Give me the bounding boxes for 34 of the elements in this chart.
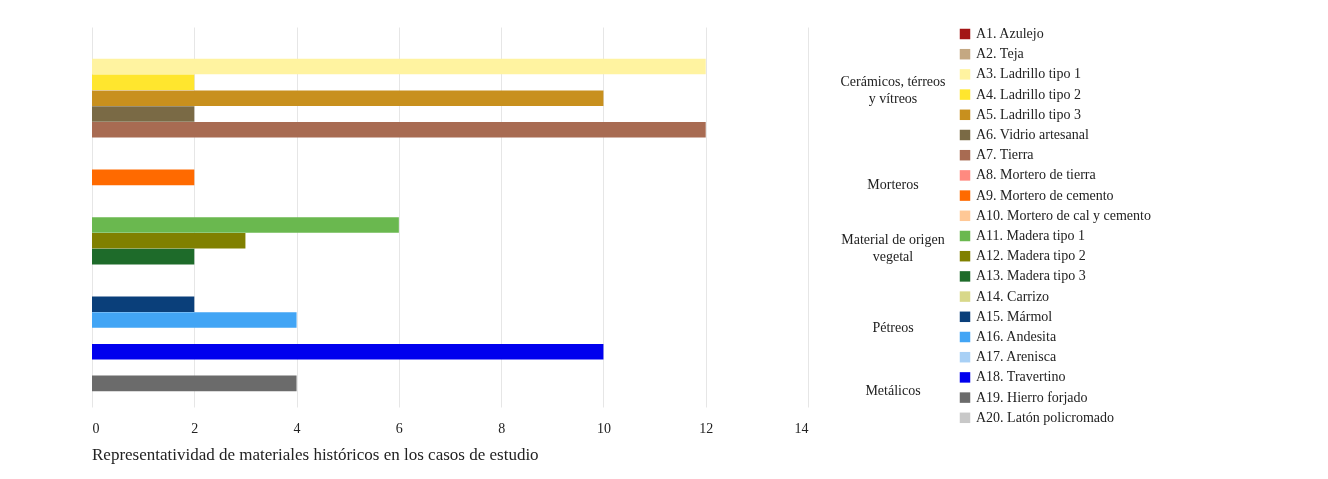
x-tick-label: 8	[498, 420, 506, 436]
legend-label: A2. Teja	[976, 46, 1025, 62]
x-tick-label: 4	[293, 420, 301, 436]
text: Representatividad de materiales históricos en los casos de estudio	[92, 445, 539, 464]
y-tick-label: Morteros	[867, 177, 919, 193]
y-tick-label: Metálicos	[865, 383, 921, 399]
legend-label: A16. Andesita	[976, 329, 1057, 344]
x-tick-label: 0	[92, 420, 100, 436]
legend-label: A5. Ladrillo tipo 3	[976, 106, 1081, 122]
legend-label: A7. Tierra	[976, 147, 1035, 163]
y-tick-label: Cerámicos, térreos y vítreos	[840, 73, 946, 106]
x-tick-label: 10	[596, 420, 611, 436]
legend-label: A9. Mortero de cemento	[976, 187, 1114, 203]
legend-label: A15. Mármol	[976, 308, 1053, 324]
legend-label: A19. Hierro forjado	[976, 389, 1088, 405]
legend-label: A6. Vidrio artesanal	[976, 127, 1089, 142]
legend-label: A8. Mortero de tierra	[976, 167, 1097, 183]
legend-label: A20. Latón policromado	[976, 409, 1115, 425]
y-tick-label: Pétreos	[872, 319, 914, 335]
x-tick-label: 14	[794, 420, 809, 436]
legend-label: A18. Travertino	[976, 369, 1066, 385]
x-tick-label: 6	[395, 420, 403, 436]
legend-label: A13. Madera tipo 3	[976, 268, 1086, 284]
legend-label: A17. Arenisca	[976, 349, 1057, 365]
legend-label: A12. Madera tipo 2	[976, 248, 1086, 264]
legend-label: A4. Ladrillo tipo 2	[976, 86, 1081, 102]
x-tick-label: 12	[699, 420, 714, 436]
legend-label: A11. Madera tipo 1	[976, 228, 1086, 243]
legend-label: A14. Carrizo	[976, 288, 1050, 304]
legend-label: A10. Mortero de cal y cemento	[976, 207, 1151, 223]
x-tick-label: 2	[191, 420, 199, 436]
legend-label: A1. Azulejo	[976, 26, 1044, 41]
legend-label: A3. Ladrillo tipo 1	[976, 66, 1081, 82]
y-tick-label: Material de origen vegetal	[841, 232, 945, 265]
